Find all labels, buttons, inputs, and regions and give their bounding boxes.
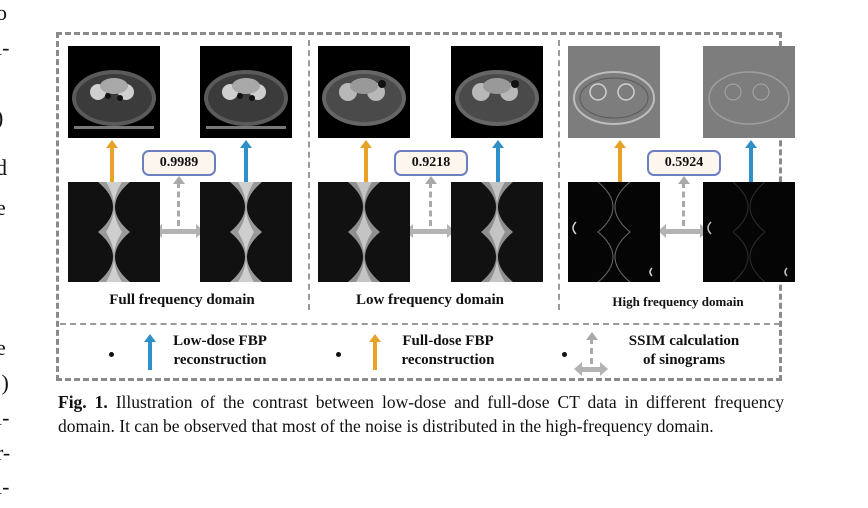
panel-label-high-frequency: High frequency domain	[612, 294, 744, 309]
ssim-value-box: 0.9218	[394, 150, 468, 176]
ct-image-full-dose-full-freq	[68, 46, 160, 138]
panel-divider	[308, 40, 310, 310]
margin-fragment: i-	[0, 35, 10, 60]
ssim-vertical-arrow	[678, 176, 690, 226]
legend-full-dose-arrow-icon	[369, 334, 381, 370]
ct-image-low-dose-high-freq	[703, 46, 795, 138]
legend-ssim-label: SSIM calculation of sinograms	[628, 333, 740, 368]
sinogram-low-dose-low-freq	[451, 182, 543, 282]
margin-fragment: e	[0, 195, 6, 220]
figure-caption: Fig. 1. Illustration of the contrast bet…	[58, 390, 784, 438]
panel-divider	[558, 40, 560, 310]
margin-fragment: ı-	[0, 405, 10, 430]
legend-ssim-vertical-icon	[586, 332, 598, 364]
margin-fragment: )	[0, 107, 26, 129]
sinogram-full-dose-high-freq	[568, 182, 660, 282]
legend-low-dose-label: Low-dose FBP reconstruction	[173, 333, 267, 368]
legend-bullet	[562, 352, 567, 357]
figure-frame	[56, 32, 782, 381]
sinogram-low-dose-high-freq	[703, 182, 795, 282]
figure-label: Fig. 1.	[58, 392, 108, 412]
low-dose-arrow	[240, 140, 252, 182]
full-dose-arrow	[106, 140, 118, 182]
legend-full-dose-label: Full-dose FBP reconstruction	[401, 333, 495, 368]
ssim-vertical-arrow	[173, 176, 185, 226]
panel-label-full-frequency: Full frequency domain	[109, 292, 255, 308]
margin-fragment: o	[0, 0, 7, 25]
margin-fragment: .)	[0, 370, 9, 395]
margin-fragment: r-	[0, 440, 11, 465]
sinogram-full-dose-full-freq	[68, 182, 160, 282]
ct-image-low-dose-low-freq	[451, 46, 543, 138]
legend-ssim-horizontal-icon	[574, 362, 608, 376]
caption-text: Illustration of the contrast between low…	[58, 392, 784, 436]
ct-image-low-dose-full-freq	[200, 46, 292, 138]
sinogram-compare-arrow	[154, 224, 204, 238]
ssim-value-box: 0.9989	[142, 150, 216, 176]
legend-bullet	[109, 352, 114, 357]
legend-bullet	[336, 352, 341, 357]
legend-low-dose-arrow-icon	[144, 334, 156, 370]
low-dose-arrow	[492, 140, 504, 182]
ct-image-full-dose-high-freq	[568, 46, 660, 138]
margin-fragment: e	[0, 335, 6, 360]
full-dose-arrow	[360, 140, 372, 182]
low-dose-arrow	[745, 140, 757, 182]
sinogram-compare-arrow	[658, 224, 708, 238]
margin-fragment: ı-	[0, 474, 10, 499]
full-dose-arrow	[614, 140, 626, 182]
panel-label-low-frequency: Low frequency domain	[355, 292, 505, 308]
margin-fragment: d	[0, 155, 7, 180]
ssim-value-box: 0.5924	[647, 150, 721, 176]
sinogram-compare-arrow	[405, 224, 455, 238]
sinogram-full-dose-low-freq	[318, 182, 410, 282]
sinogram-low-dose-full-freq	[200, 182, 292, 282]
ct-image-full-dose-low-freq	[318, 46, 410, 138]
ssim-vertical-arrow	[425, 176, 437, 226]
legend-divider	[60, 323, 780, 325]
